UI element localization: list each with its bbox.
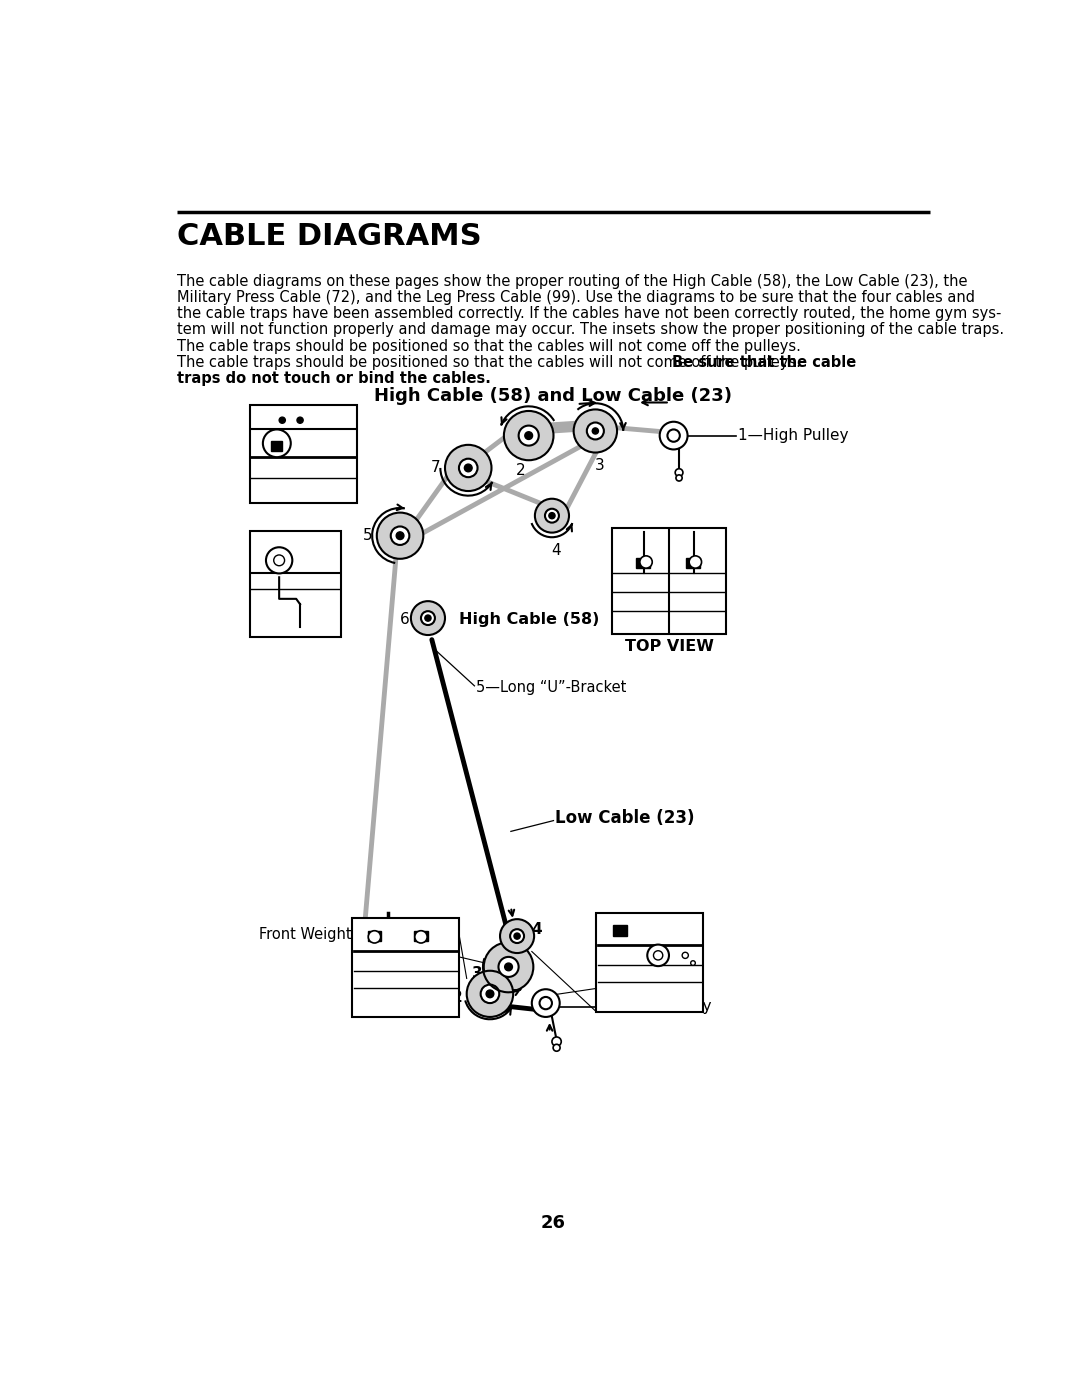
Circle shape (553, 1045, 561, 1051)
Text: the cable traps have been assembled correctly. If the cables have not been corre: the cable traps have been assembled corr… (177, 306, 1001, 321)
Circle shape (459, 458, 477, 478)
Circle shape (273, 555, 284, 566)
Text: 4: 4 (551, 543, 561, 557)
Circle shape (445, 444, 491, 490)
Text: CABLE DIAGRAMS: CABLE DIAGRAMS (177, 222, 482, 250)
Bar (367, 930, 381, 942)
Text: The cable traps should be positioned so that the cables will not come off the pu: The cable traps should be positioned so … (177, 355, 806, 370)
Text: The cable traps should be positioned so that the cables will not come off the pu: The cable traps should be positioned so … (177, 338, 800, 353)
Circle shape (368, 930, 380, 943)
Circle shape (383, 932, 392, 940)
Circle shape (377, 513, 423, 559)
Text: Military Press Cable (72), and the Leg Press Cable (99). Use the diagrams to be : Military Press Cable (72), and the Leg P… (177, 291, 975, 305)
Circle shape (396, 532, 404, 539)
Text: 26: 26 (541, 1214, 566, 1232)
Bar (414, 930, 428, 942)
Circle shape (691, 961, 696, 965)
Text: Front Weight Stack—8: Front Weight Stack—8 (259, 928, 421, 942)
Circle shape (514, 933, 521, 939)
Circle shape (689, 556, 702, 569)
Circle shape (573, 409, 617, 453)
Text: 2: 2 (453, 990, 462, 1006)
Text: traps do not touch or bind the cables.: traps do not touch or bind the cables. (177, 372, 490, 386)
Bar (686, 557, 700, 569)
Bar (636, 557, 650, 569)
Text: tem will not function properly and damage may occur. The insets show the proper : tem will not function properly and damag… (177, 323, 1004, 338)
Circle shape (262, 429, 291, 457)
Circle shape (500, 919, 535, 953)
Text: 5—Long “U”-Bracket: 5—Long “U”-Bracket (476, 680, 626, 694)
Circle shape (552, 1037, 562, 1046)
Text: TOP VIEW: TOP VIEW (624, 638, 714, 654)
Text: 4: 4 (531, 922, 542, 937)
Circle shape (467, 971, 513, 1017)
Circle shape (540, 997, 552, 1009)
Circle shape (391, 527, 409, 545)
Bar (613, 925, 627, 936)
Circle shape (586, 422, 604, 440)
Circle shape (518, 426, 539, 446)
Circle shape (266, 548, 293, 573)
Circle shape (549, 513, 555, 518)
Circle shape (592, 427, 598, 434)
Circle shape (484, 942, 534, 992)
Bar (249, 405, 356, 503)
Circle shape (415, 930, 428, 943)
Bar (249, 531, 341, 637)
Text: Low Cable (23): Low Cable (23) (555, 809, 694, 827)
Circle shape (504, 411, 554, 460)
Circle shape (675, 469, 683, 476)
Bar (352, 918, 459, 1017)
Circle shape (676, 475, 683, 481)
Circle shape (464, 464, 472, 472)
Circle shape (504, 963, 512, 971)
Circle shape (683, 953, 688, 958)
Circle shape (424, 615, 431, 622)
Bar (271, 441, 282, 451)
Text: The cable diagrams on these pages show the proper routing of the High Cable (58): The cable diagrams on these pages show t… (177, 274, 968, 289)
Text: 1—High Pulley: 1—High Pulley (738, 427, 849, 443)
Circle shape (535, 499, 569, 532)
Circle shape (639, 556, 652, 569)
Text: 6: 6 (400, 612, 409, 627)
Circle shape (510, 929, 524, 943)
Text: Be sure that the cable: Be sure that the cable (672, 355, 856, 370)
Text: High Cable (58) and Low Cable (23): High Cable (58) and Low Cable (23) (375, 387, 732, 405)
Circle shape (297, 418, 303, 423)
Circle shape (531, 989, 559, 1017)
Circle shape (486, 990, 494, 997)
Circle shape (667, 429, 679, 441)
Circle shape (410, 601, 445, 636)
Circle shape (545, 509, 559, 522)
Text: 5: 5 (363, 528, 373, 543)
Text: 3: 3 (472, 965, 483, 981)
Bar (596, 914, 703, 1011)
Text: 1—Low Pulley: 1—Low Pulley (606, 999, 712, 1014)
Text: 7: 7 (431, 461, 441, 475)
Circle shape (421, 610, 435, 624)
Bar (611, 528, 727, 634)
Circle shape (653, 951, 663, 960)
Circle shape (279, 418, 285, 423)
Text: High Cable (58): High Cable (58) (459, 612, 599, 627)
Circle shape (481, 985, 499, 1003)
Circle shape (660, 422, 688, 450)
Text: 2: 2 (516, 462, 526, 478)
Circle shape (525, 432, 532, 440)
Circle shape (499, 957, 518, 977)
Circle shape (647, 944, 669, 967)
Text: 3: 3 (594, 458, 604, 474)
